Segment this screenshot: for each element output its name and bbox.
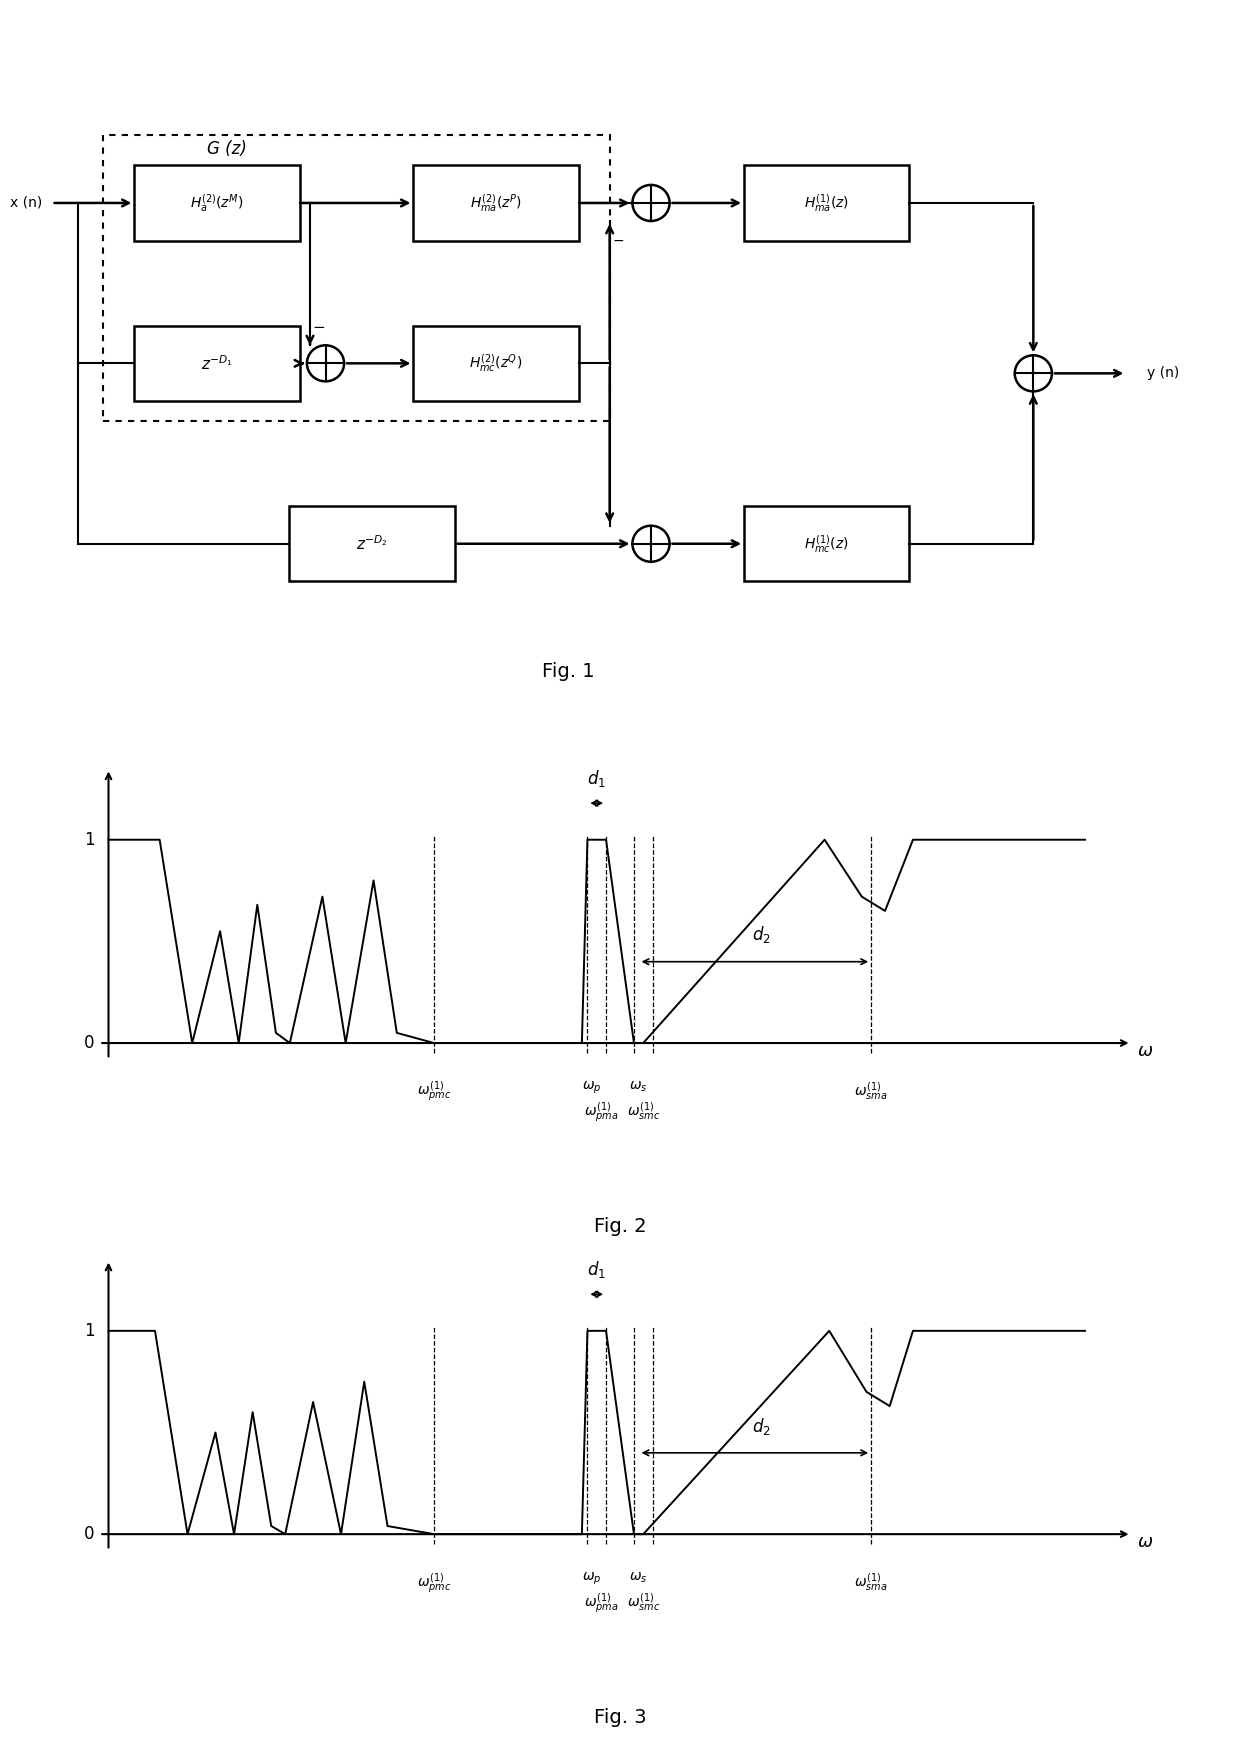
Bar — [289, 507, 455, 581]
Text: $H_a^{(2)}(z^M)$: $H_a^{(2)}(z^M)$ — [190, 191, 244, 214]
Text: $H_{ma}^{(1)}(z)$: $H_{ma}^{(1)}(z)$ — [804, 191, 849, 214]
Text: y (n): y (n) — [1147, 367, 1179, 381]
Text: Fig. 3: Fig. 3 — [594, 1708, 646, 1726]
Text: 1: 1 — [84, 1323, 94, 1340]
Text: $z^{-D_2}$: $z^{-D_2}$ — [356, 535, 388, 553]
Circle shape — [632, 184, 670, 221]
Text: $\omega_{smc}^{(1)}$: $\omega_{smc}^{(1)}$ — [626, 1100, 660, 1123]
Text: $-$: $-$ — [311, 317, 325, 333]
Bar — [134, 326, 300, 402]
Text: 1: 1 — [84, 831, 94, 849]
Text: $d_1$: $d_1$ — [588, 768, 606, 789]
Circle shape — [1014, 356, 1052, 391]
Text: $\omega_{pma}^{(1)}$: $\omega_{pma}^{(1)}$ — [584, 1100, 619, 1124]
Circle shape — [632, 526, 670, 561]
Text: $\omega_s$: $\omega_s$ — [630, 1572, 647, 1586]
Text: $\omega_{pma}^{(1)}$: $\omega_{pma}^{(1)}$ — [584, 1591, 619, 1615]
Text: $\omega_{sma}^{(1)}$: $\omega_{sma}^{(1)}$ — [854, 1080, 888, 1102]
Text: $z^{-D_1}$: $z^{-D_1}$ — [201, 354, 233, 372]
Text: $H_{mc}^{(2)}(z^Q)$: $H_{mc}^{(2)}(z^Q)$ — [470, 353, 522, 374]
Text: 0: 0 — [84, 1035, 94, 1052]
Bar — [413, 326, 579, 402]
Bar — [744, 165, 909, 240]
Bar — [744, 507, 909, 581]
Text: x (n): x (n) — [10, 196, 42, 210]
Text: G (z): G (z) — [207, 140, 247, 158]
Bar — [413, 165, 579, 240]
Text: $d_2$: $d_2$ — [753, 924, 771, 945]
Text: $\omega$: $\omega$ — [1137, 1533, 1153, 1551]
Text: Fig. 1: Fig. 1 — [542, 661, 595, 681]
Text: $\omega_p$: $\omega_p$ — [583, 1080, 601, 1096]
Text: $H_{ma}^{(2)}(z^P)$: $H_{ma}^{(2)}(z^P)$ — [470, 191, 522, 214]
Text: 0: 0 — [84, 1526, 94, 1544]
Text: $\omega$: $\omega$ — [1137, 1042, 1153, 1059]
Text: $\omega_{smc}^{(1)}$: $\omega_{smc}^{(1)}$ — [626, 1591, 660, 1614]
Bar — [103, 135, 610, 421]
Text: $\omega_{sma}^{(1)}$: $\omega_{sma}^{(1)}$ — [854, 1572, 888, 1593]
Text: $d_1$: $d_1$ — [588, 1259, 606, 1280]
Bar — [134, 165, 300, 240]
Text: Fig. 2: Fig. 2 — [594, 1217, 646, 1235]
Text: $\omega_{pmc}^{(1)}$: $\omega_{pmc}^{(1)}$ — [417, 1080, 451, 1103]
Text: $\omega_p$: $\omega_p$ — [583, 1572, 601, 1587]
Text: $\omega_s$: $\omega_s$ — [630, 1080, 647, 1094]
Text: $-$: $-$ — [611, 233, 624, 247]
Text: $H_{mc}^{(1)}(z)$: $H_{mc}^{(1)}(z)$ — [805, 533, 849, 554]
Circle shape — [306, 346, 345, 381]
Text: $d_2$: $d_2$ — [753, 1415, 771, 1437]
Text: $\omega_{pmc}^{(1)}$: $\omega_{pmc}^{(1)}$ — [417, 1572, 451, 1594]
